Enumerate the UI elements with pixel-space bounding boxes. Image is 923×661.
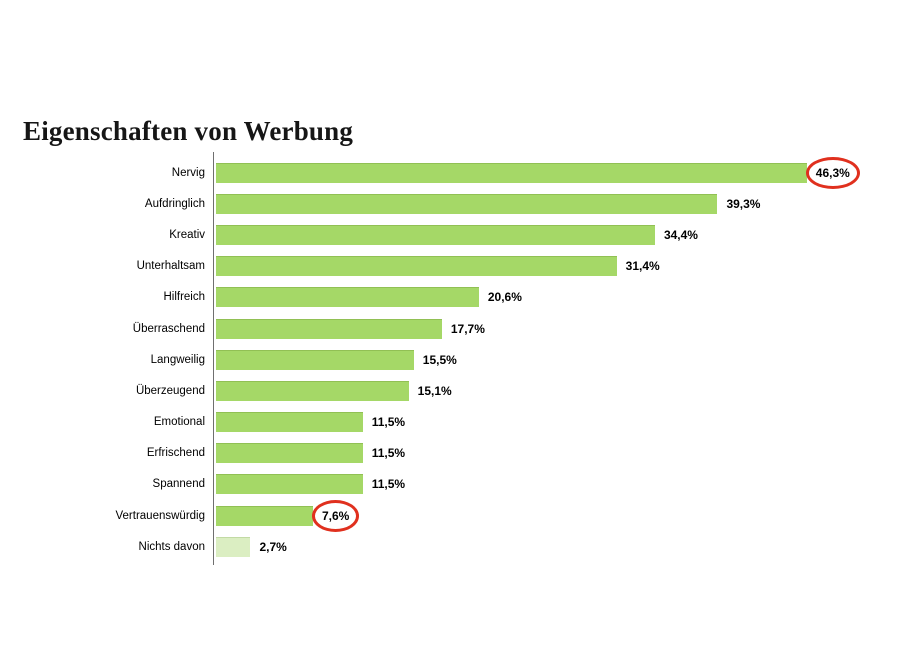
chart-row: Langweilig 15,5%	[0, 344, 923, 375]
row-plot: 46,3%	[214, 156, 860, 189]
chart-row: Hilfreich 20,6%	[0, 282, 923, 313]
highlight-ellipse	[311, 499, 360, 532]
chart-row: Kreativ 34,4%	[0, 219, 923, 250]
bar	[216, 536, 251, 557]
value-label: 31,4%	[625, 259, 660, 274]
row-plot: 2,7%	[214, 531, 287, 562]
value-label: 17,7%	[450, 321, 485, 336]
row-plot: 34,4%	[214, 219, 698, 250]
bar	[216, 287, 479, 308]
bar	[216, 349, 414, 370]
chart-row: Überraschend 17,7%	[0, 313, 923, 344]
value-label: 15,5%	[422, 352, 457, 367]
category-label: Nichts davon	[138, 540, 205, 553]
row-plot: 31,4%	[214, 251, 660, 282]
chart-row: Spannend 11,5%	[0, 469, 923, 500]
value-label: 11,5%	[371, 446, 406, 461]
highlight-ellipse	[805, 156, 860, 189]
category-label: Erfrischend	[146, 447, 205, 460]
bar	[216, 162, 807, 183]
value-label: 34,4%	[663, 227, 698, 242]
bar	[216, 193, 718, 214]
chart-row: Aufdringlich 39,3%	[0, 188, 923, 219]
chart-row: Überzeugend 15,1%	[0, 375, 923, 406]
value-label: 20,6%	[487, 290, 522, 305]
row-plot: 15,5%	[214, 344, 457, 375]
chart-row: Erfrischend 11,5%	[0, 438, 923, 469]
category-label: Kreativ	[169, 228, 205, 241]
chart-rows: Nervig 46,3% Aufdringlich 39,3% Kreativ 34,4%…	[0, 156, 923, 562]
category-label: Überraschend	[132, 322, 205, 335]
category-label: Langweilig	[150, 353, 205, 366]
chart-row: Vertrauenswürdig 7,6%	[0, 499, 923, 532]
category-label: Vertrauenswürdig	[115, 509, 206, 522]
page-title: Eigenschaften von Werbung	[23, 116, 354, 147]
row-plot: 20,6%	[214, 282, 522, 313]
category-label: Aufdringlich	[144, 197, 205, 210]
row-plot: 15,1%	[214, 375, 452, 406]
bar	[216, 412, 363, 433]
row-plot: 11,5%	[214, 407, 405, 438]
chart-row: Unterhaltsam 31,4%	[0, 251, 923, 282]
category-label: Nervig	[171, 166, 205, 179]
category-label: Spannend	[152, 478, 205, 491]
bar	[216, 474, 363, 495]
row-plot: 39,3%	[214, 188, 760, 219]
row-plot: 11,5%	[214, 469, 405, 500]
category-label: Unterhaltsam	[136, 260, 205, 273]
value-label: 11,5%	[371, 415, 406, 430]
bar	[216, 224, 655, 245]
value-label: 39,3%	[726, 196, 761, 211]
row-plot: 11,5%	[214, 438, 405, 469]
bar-chart: Nervig 46,3% Aufdringlich 39,3% Kreativ 34,4%…	[0, 152, 923, 572]
value-label: 46,3%	[805, 156, 860, 189]
category-label: Hilfreich	[163, 291, 205, 304]
chart-row: Nichts davon 2,7%	[0, 531, 923, 562]
y-axis-line	[213, 152, 214, 565]
value-label: 11,5%	[371, 477, 406, 492]
chart-row: Emotional 11,5%	[0, 407, 923, 438]
bar	[216, 505, 313, 526]
bar	[216, 380, 409, 401]
chart-row: Nervig 46,3%	[0, 156, 923, 189]
value-label: 7,6%	[311, 499, 360, 532]
row-plot: 7,6%	[214, 499, 360, 532]
row-plot: 17,7%	[214, 313, 485, 344]
category-label: Emotional	[153, 416, 205, 429]
bar	[216, 318, 442, 339]
bar	[216, 256, 617, 277]
category-label: Überzeugend	[135, 384, 205, 397]
value-label: 15,1%	[417, 383, 452, 398]
bar	[216, 443, 363, 464]
value-label: 2,7%	[259, 539, 287, 554]
